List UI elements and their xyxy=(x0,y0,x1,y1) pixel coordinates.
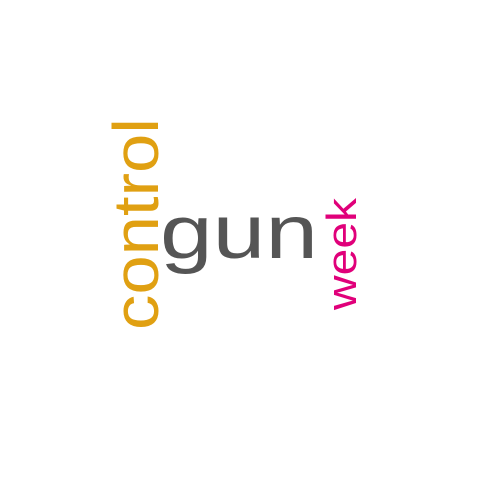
word-control: control xyxy=(100,118,172,330)
word-gun: gun xyxy=(160,190,318,275)
word-week: week xyxy=(318,197,365,311)
